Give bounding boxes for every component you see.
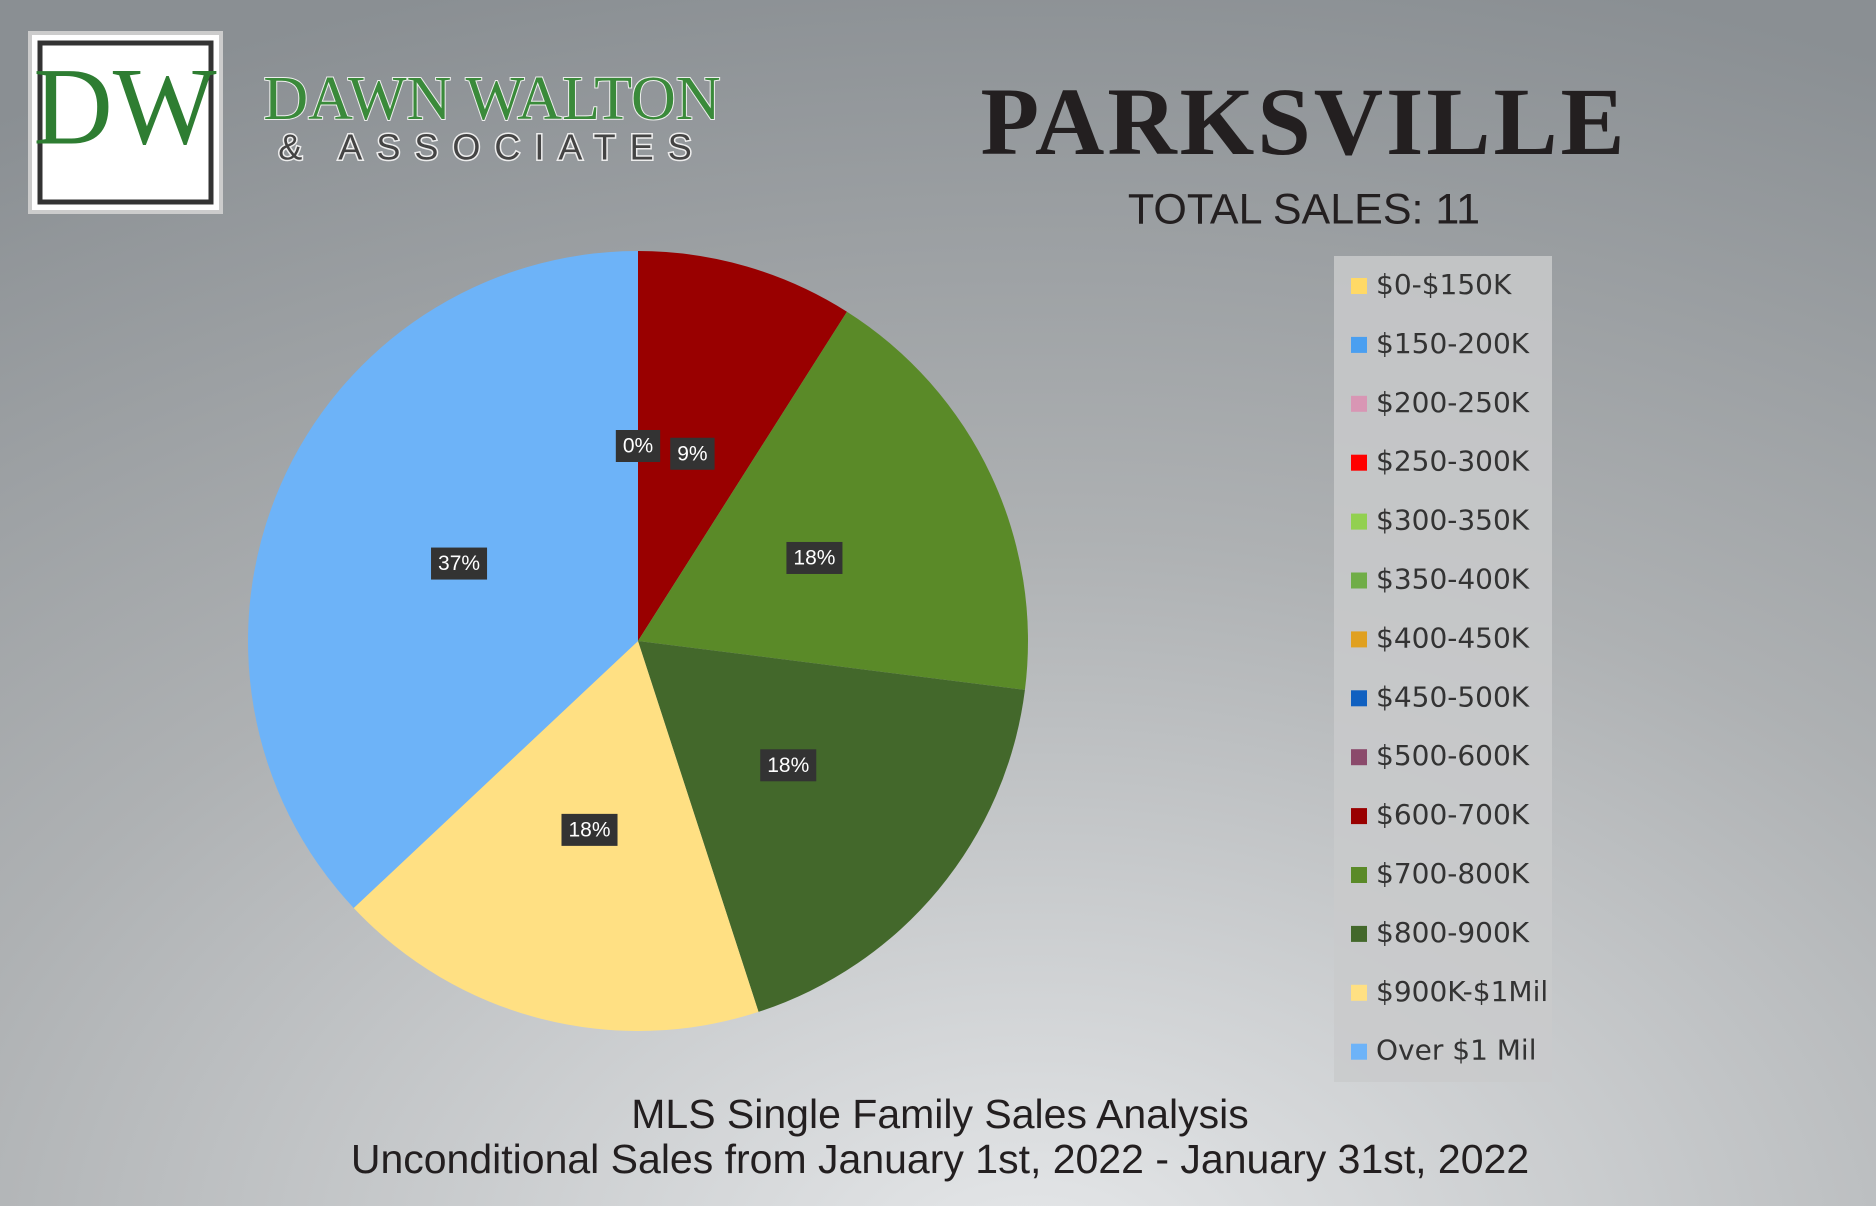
data-label-box: [786, 541, 843, 574]
logo-tagline: & ASSOCIATES: [278, 127, 705, 168]
pie-slice: [638, 311, 1028, 690]
legend-swatch: [1351, 572, 1367, 589]
legend-label: $450-500K: [1376, 680, 1530, 713]
pie-slice: [353, 641, 759, 1031]
legend-swatch: [1351, 631, 1367, 648]
legend-label: $200-250K: [1376, 386, 1530, 419]
data-label-box: [561, 813, 618, 846]
data-label-box: [431, 547, 488, 580]
legend-label: $0-$150K: [1376, 268, 1512, 301]
legend-swatch: [1351, 1043, 1367, 1060]
legend-label: $700-800K: [1376, 857, 1530, 890]
legend-label: $250-300K: [1376, 445, 1530, 478]
legend-swatch: [1351, 395, 1367, 412]
legend-label: $150-200K: [1376, 327, 1530, 360]
logo-initials: DW: [33, 45, 216, 167]
legend-label: $800-900K: [1376, 916, 1530, 949]
footer-line: MLS Single Family Sales Analysis: [631, 1091, 1249, 1137]
legend-label: Over $1 Mil: [1376, 1034, 1537, 1067]
legend-swatch: [1351, 808, 1367, 825]
legend-swatch: [1351, 690, 1367, 707]
legend-label: $900K-$1Mil: [1376, 975, 1548, 1008]
data-label-box: [760, 749, 817, 782]
legend-swatch: [1351, 749, 1367, 766]
chart-title: PARKSVILLE: [980, 68, 1627, 175]
legend-label: $500-600K: [1376, 739, 1530, 772]
legend-label: $600-700K: [1376, 798, 1530, 831]
data-label: 18%: [793, 547, 835, 570]
data-label-box: [670, 437, 715, 470]
chart-subtitle: TOTAL SALES: 11: [1128, 185, 1480, 233]
legend-label: $350-400K: [1376, 563, 1530, 596]
data-label: 0%: [623, 435, 653, 458]
legend-label: $300-350K: [1376, 504, 1530, 537]
legend-label: $400-450K: [1376, 621, 1530, 654]
legend-box: [1334, 256, 1552, 1082]
legend-swatch: [1351, 336, 1367, 353]
legend-swatch: [1351, 925, 1367, 942]
legend-swatch: [1351, 454, 1367, 471]
data-label: 18%: [767, 754, 809, 777]
data-label-box: [615, 430, 661, 462]
logo-inner: [37, 40, 214, 205]
data-label: 9%: [677, 442, 707, 465]
legend-swatch: [1351, 867, 1367, 883]
footer-line: Unconditional Sales from January 1st, 20…: [351, 1136, 1529, 1182]
legend-swatch: [1351, 984, 1367, 1001]
logo-name: DAWN WALTON: [263, 65, 720, 133]
legend-swatch: [1351, 513, 1367, 530]
pie-slice: [638, 641, 1025, 1012]
data-label: 37%: [438, 552, 480, 575]
data-label: 18%: [568, 818, 610, 841]
pie-slice: [638, 251, 847, 641]
legend-swatch: [1351, 278, 1367, 294]
